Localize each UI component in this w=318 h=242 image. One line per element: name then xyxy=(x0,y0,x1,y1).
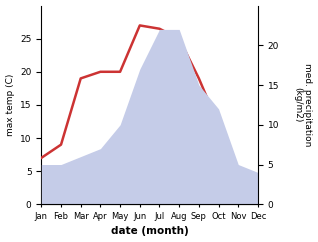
Y-axis label: med. precipitation
(kg/m2): med. precipitation (kg/m2) xyxy=(293,63,313,147)
X-axis label: date (month): date (month) xyxy=(111,227,189,236)
Y-axis label: max temp (C): max temp (C) xyxy=(5,74,15,136)
